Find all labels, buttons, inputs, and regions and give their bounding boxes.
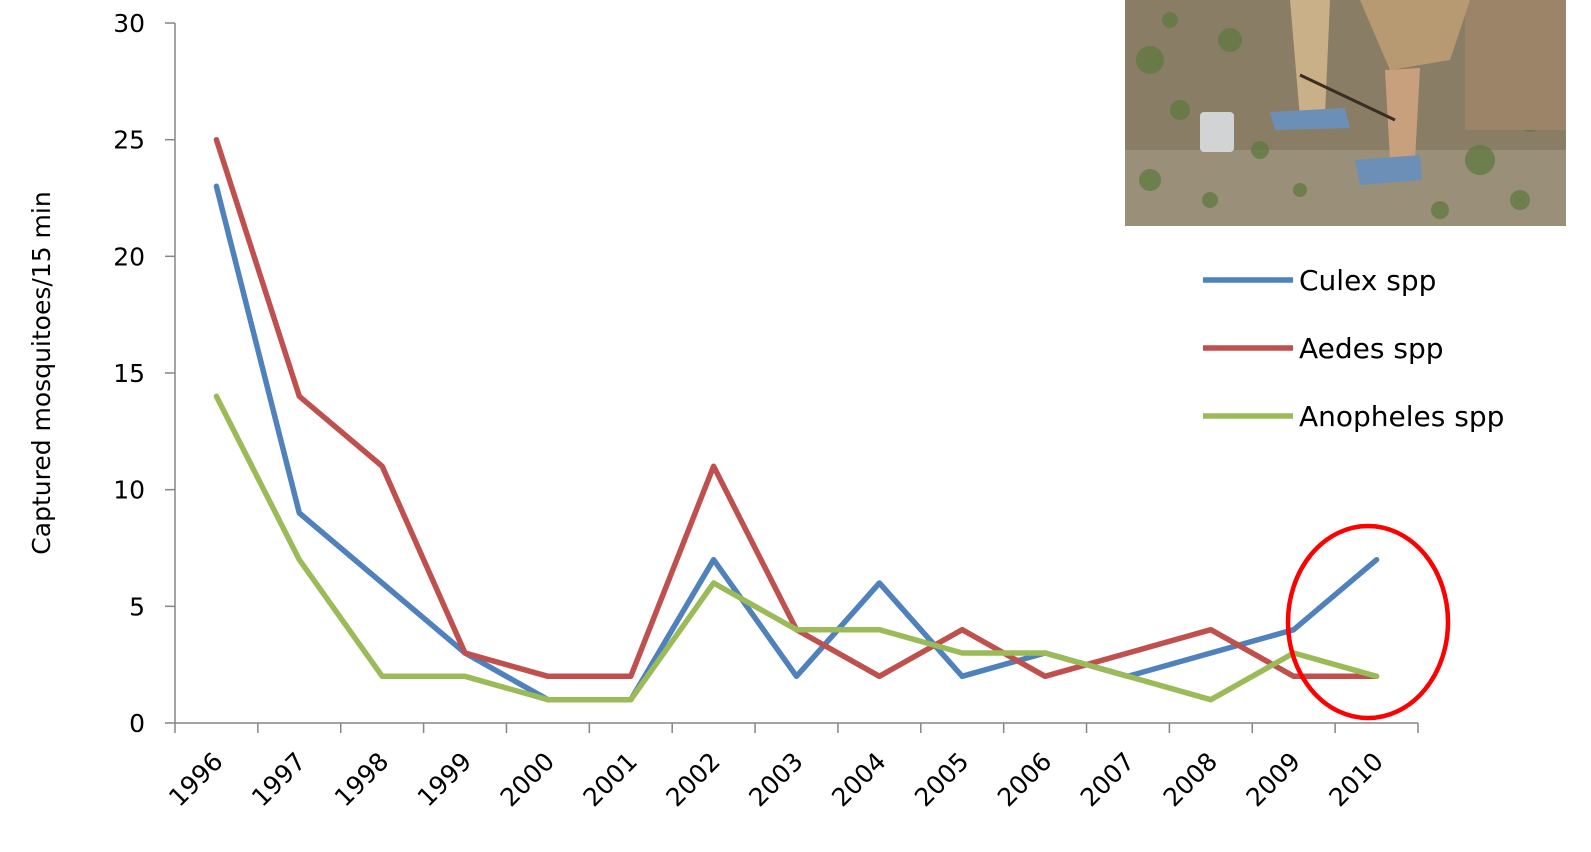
x-tick-label: 1998 (329, 747, 394, 812)
y-tick-label: 20 (113, 242, 145, 271)
x-tick-label: 1996 (163, 747, 228, 812)
x-tick-label: 2009 (1240, 747, 1305, 812)
legend-label: Anopheles spp (1299, 400, 1504, 433)
x-tick-label: 2004 (826, 747, 891, 812)
legend: Culex spp Aedes spp Anopheles spp (1203, 264, 1504, 433)
series-line (213, 393, 1380, 703)
inset-photo (1125, 0, 1566, 226)
x-tick-label: 1999 (412, 747, 477, 812)
y-tick-label: 30 (113, 9, 145, 38)
y-axis-label: Captured mosquitoes/15 min (27, 191, 56, 554)
x-tick-label: 2010 (1323, 747, 1388, 812)
y-tick-label: 10 (113, 476, 145, 505)
series-line (213, 183, 1380, 703)
legend-label: Culex spp (1299, 264, 1436, 297)
y-tick-label: 15 (113, 359, 145, 388)
y-tick-label: 0 (129, 709, 145, 738)
x-tick-label: 2008 (1158, 747, 1223, 812)
x-tick-label: 2002 (660, 747, 725, 812)
x-tick-label: 2006 (992, 747, 1057, 812)
x-tick-label: 2001 (578, 747, 643, 812)
x-tick-label: 1997 (246, 747, 311, 812)
x-tick-label: 2003 (743, 747, 808, 812)
y-tick-label: 5 (129, 592, 145, 621)
highlight-ellipse (1285, 523, 1451, 721)
y-tick-label: 25 (113, 126, 145, 155)
legend-label: Aedes spp (1299, 332, 1444, 365)
x-tick-label: 2000 (495, 747, 560, 812)
x-tick-label: 2007 (1075, 747, 1140, 812)
x-tick-label: 2005 (909, 747, 974, 812)
